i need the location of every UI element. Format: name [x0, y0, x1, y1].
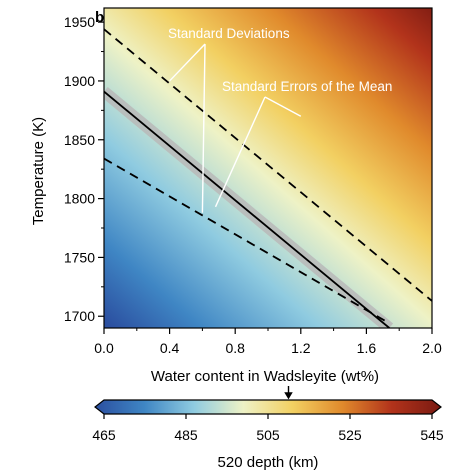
colorbar-tick-label: 505: [256, 427, 280, 443]
heatmap-field: [104, 8, 432, 328]
y-axis: 1700 1750 1800 1850 1900 1950: [64, 14, 104, 324]
colorbar-tick-label: 485: [174, 427, 198, 443]
colorbar-title: 520 depth (km): [218, 454, 319, 471]
y-tick-label: 1750: [64, 249, 95, 265]
standard-deviation-upper-line: [104, 28, 432, 302]
annotation-pointers: [169, 43, 302, 213]
colorbar-value-marker: [284, 386, 293, 400]
colorbar-ticks: 465 485 505 525 545: [92, 414, 444, 443]
annotation-pointer-1-1: [264, 96, 302, 117]
x-tick-label: 0.4: [160, 340, 180, 356]
x-tick-label: 1.6: [357, 340, 377, 356]
colorbar: [94, 399, 442, 415]
y-tick-label: 1700: [64, 308, 95, 324]
x-tick-label: 0.0: [94, 340, 114, 356]
x-tick-label: 1.2: [291, 340, 311, 356]
annotation-standard-errors: Standard Errors of the Mean: [222, 79, 392, 94]
x-tick-label: 0.8: [225, 340, 245, 356]
colorbar-tick-label: 465: [92, 427, 116, 443]
annotation-standard-deviations: Standard Deviations: [168, 26, 290, 41]
standard-deviation-lower-line: [104, 157, 390, 325]
x-tick-label: 2.0: [422, 340, 442, 356]
y-tick-label: 1950: [64, 14, 95, 30]
mean-line: [104, 90, 390, 328]
y-axis-title: Temperature (K): [30, 117, 47, 225]
y-tick-label: 1850: [64, 132, 95, 148]
y-tick-label: 1800: [64, 191, 95, 207]
annotation-pointer-0-0: [169, 43, 206, 82]
colorbar-tick-label: 525: [338, 427, 362, 443]
x-axis-title: Water content in Wadsleyite (wt%): [151, 368, 379, 385]
y-tick-label: 1900: [64, 73, 95, 89]
panel-label: b: [95, 9, 104, 26]
x-axis: 0.0 0.4 0.8 1.2 1.6 2.0: [94, 328, 442, 356]
contour-lines: [104, 28, 432, 328]
colorbar-tick-label: 545: [420, 427, 444, 443]
annotation-pointer-0-1: [201, 43, 206, 213]
annotation-pointer-1-0: [214, 96, 266, 208]
